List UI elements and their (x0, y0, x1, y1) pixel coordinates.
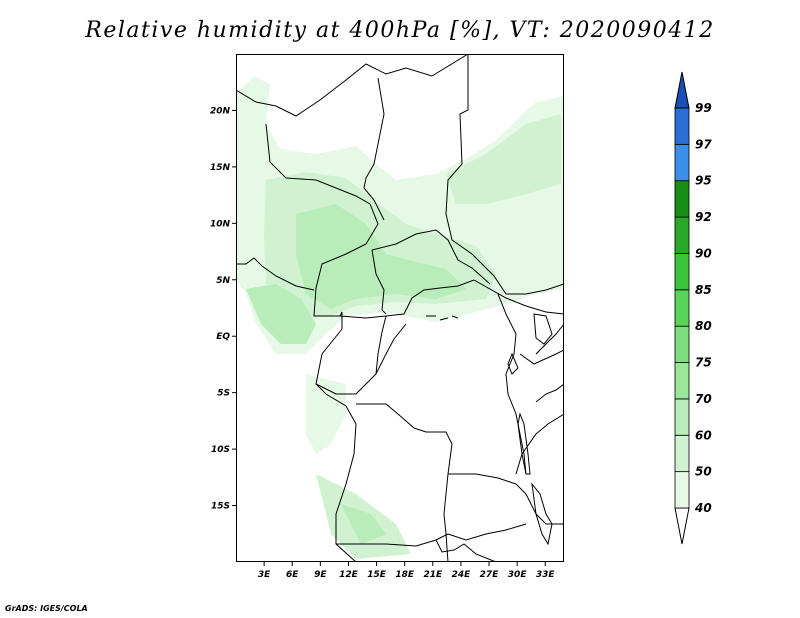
colorbar-label: 50 (695, 465, 712, 479)
y-tick-label: 20N (210, 106, 231, 116)
colorbar-label: 97 (695, 137, 712, 151)
colorbar-segment (674, 325, 690, 363)
colorbar-label: 99 (695, 101, 712, 115)
humidity-area-northeast (446, 114, 561, 204)
x-axis: 3E 6E 9E 12E 15E 18E 21E 24E 27E 30E 33E (258, 562, 556, 580)
y-tick-label: 10N (210, 219, 231, 229)
colorbar-upper-extension (674, 71, 690, 109)
colorbar-segment (674, 216, 690, 254)
y-tick-label: 5N (216, 276, 230, 286)
y-tick-label: EQ (216, 332, 230, 342)
chart-title: Relative humidity at 400hPa [%], VT: 202… (85, 18, 715, 43)
colorbar-label: 75 (695, 356, 712, 370)
humidity-area-southwest-inner (341, 504, 386, 544)
colorbar-segment (674, 289, 690, 327)
colorbar-segment (674, 434, 690, 473)
x-tick-label: 21E (423, 570, 443, 580)
colorbar-label: 40 (694, 501, 712, 515)
humidity-area-core (296, 204, 466, 309)
colorbar-segment (674, 253, 690, 291)
x-tick-label: 12E (339, 570, 359, 580)
y-tick-label: 10S (211, 445, 230, 455)
y-tick-label: 5S (217, 389, 230, 399)
humidity-area-coast (246, 284, 316, 344)
x-tick-label: 18E (395, 570, 415, 580)
colorbar-label: 92 (695, 210, 712, 224)
colorbar-label: 60 (695, 428, 712, 442)
y-tick-label: 15S (211, 502, 230, 512)
colorbar-segment (674, 143, 690, 182)
y-tick-label: 15N (210, 163, 231, 173)
colorbar-label: 80 (695, 319, 712, 333)
x-tick-label: 24E (452, 570, 472, 580)
y-axis: 20N 15N 10N 5N EQ 5S 10S 15S (210, 106, 236, 512)
colorbar-segment (674, 398, 690, 436)
country-borders (236, 54, 564, 562)
colorbar-label: 70 (695, 392, 712, 406)
x-tick-label: 15E (367, 570, 387, 580)
colorbar-label: 90 (695, 246, 712, 260)
x-tick-label: 27E (480, 570, 500, 580)
colorbar-label: 85 (695, 283, 712, 297)
colorbar-lower-extension (674, 507, 690, 545)
lakes (426, 313, 553, 546)
colorbar-label: 95 (695, 174, 712, 188)
x-tick-label: 6E (286, 570, 299, 580)
x-tick-label: 30E (508, 570, 528, 580)
colorbar-segment (674, 180, 690, 218)
colorbar-segment (674, 107, 690, 145)
x-tick-label: 33E (536, 570, 556, 580)
x-tick-label: 3E (258, 570, 271, 580)
map-plot (236, 54, 564, 562)
colorbar-segment (674, 362, 690, 400)
x-tick-label: 9E (314, 570, 327, 580)
colorbar-segment (674, 471, 690, 509)
map-border (236, 54, 564, 562)
grads-credit: GrADS: IGES/COLA (5, 604, 88, 613)
